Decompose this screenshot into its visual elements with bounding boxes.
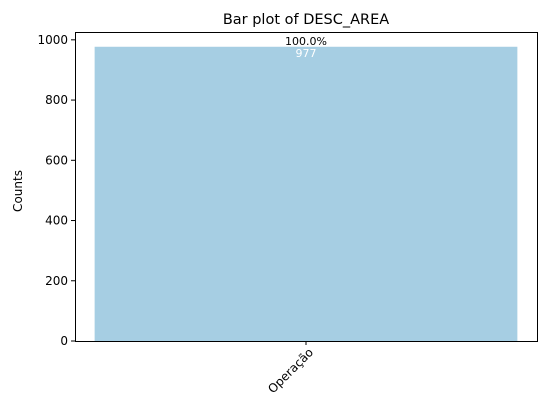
bar bbox=[94, 46, 518, 341]
x-axis: Operação bbox=[265, 341, 316, 396]
y-tick-label: 400 bbox=[45, 214, 68, 228]
chart-title: Bar plot of DESC_AREA bbox=[223, 12, 389, 28]
bar-percent-label: 100.0% bbox=[285, 35, 327, 48]
bar-labels: 100.0%977 bbox=[285, 35, 327, 60]
y-tick-label: 0 bbox=[60, 334, 68, 348]
y-tick-label: 200 bbox=[45, 274, 68, 288]
bars-group bbox=[94, 46, 518, 341]
y-tick-label: 800 bbox=[45, 93, 68, 107]
y-tick-label: 600 bbox=[45, 153, 68, 167]
y-axis-label: Counts bbox=[11, 170, 25, 212]
bar-value-label: 977 bbox=[296, 47, 317, 60]
y-axis: 0 200 400 600 800 1000 bbox=[37, 33, 75, 348]
x-tick-label: Operação bbox=[265, 345, 316, 396]
y-tick-label: 1000 bbox=[37, 33, 68, 47]
plot-frame bbox=[75, 32, 538, 342]
